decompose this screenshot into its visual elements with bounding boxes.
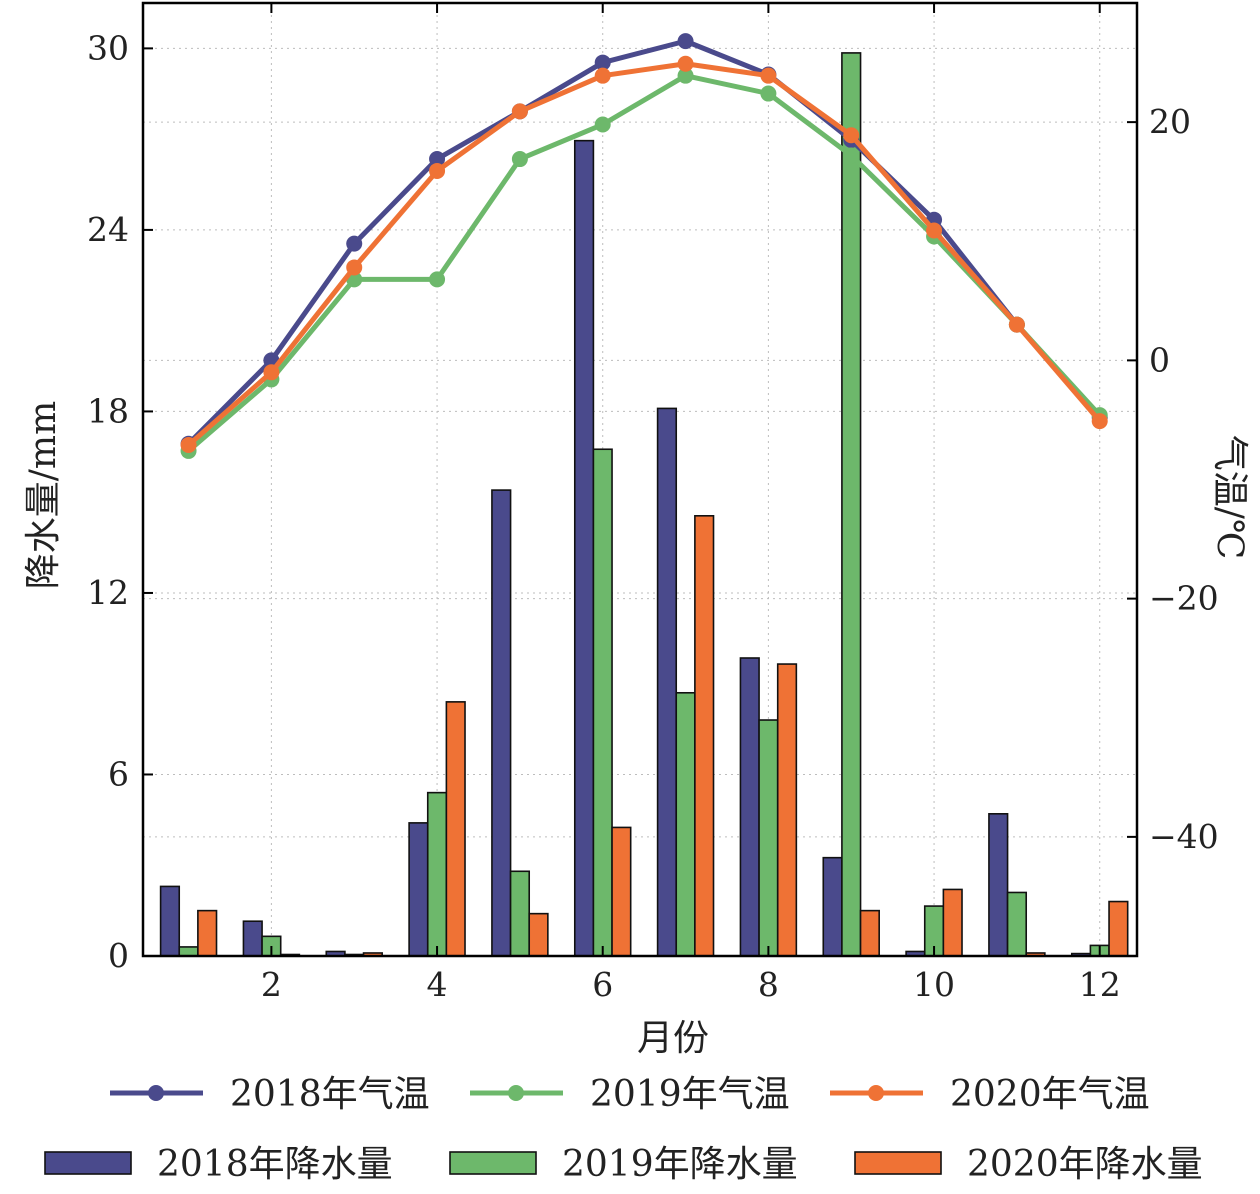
point-2020-m6 — [594, 67, 611, 84]
point-2019-m9 — [843, 147, 860, 164]
bar-2018-m4 — [408, 822, 429, 957]
bar-2020-m5 — [528, 912, 549, 957]
point-2018-m3 — [346, 235, 363, 252]
bar-2020-m9 — [859, 909, 880, 957]
legend-label: 2018年气温 — [230, 1074, 430, 1115]
bar-2018-m1 — [159, 885, 181, 957]
point-2020-m12 — [1091, 413, 1108, 430]
legend-bar-swatch — [854, 1151, 942, 1175]
point-2018-m6 — [594, 54, 611, 71]
point-2020-m2 — [263, 364, 280, 381]
x-tick-label: 4 — [427, 965, 448, 1004]
right-y-tick-label: 20 — [1149, 102, 1191, 141]
legend-label: 2019年气温 — [590, 1074, 790, 1115]
x-tick-label: 8 — [758, 965, 779, 1004]
right-y-tick-label: −20 — [1149, 579, 1219, 618]
legend-label: 2020年气温 — [950, 1074, 1150, 1115]
point-2020-m10 — [926, 222, 943, 239]
left-y-tick-label: 30 — [87, 28, 129, 67]
point-2020-m7 — [677, 55, 694, 72]
legend-label: 2018年降水量 — [157, 1144, 393, 1185]
point-2020-m11 — [1008, 316, 1025, 333]
legend-label: 2019年降水量 — [562, 1144, 798, 1185]
bar-2020-m7 — [694, 515, 715, 957]
bar-2020-m8 — [776, 663, 798, 957]
point-2019-m6 — [594, 116, 611, 133]
bar-2019-m11 — [1006, 891, 1028, 957]
bar-2019-m1 — [178, 946, 199, 957]
x-tick-label: 2 — [261, 965, 282, 1004]
point-2019-m7 — [677, 67, 694, 84]
grid-lines — [143, 3, 1137, 957]
legend: 2018年气温 2019年气温 2020年气温 2018年降水量 2019年降水量 202… — [44, 1074, 1203, 1185]
left-y-tick-label: 0 — [108, 936, 129, 975]
point-2020-m1 — [180, 436, 197, 453]
line-2020 — [186, 61, 1102, 447]
bar-2020-m6 — [611, 826, 632, 957]
left-y-tick-label: 18 — [87, 391, 129, 430]
point-2019-m8 — [760, 85, 777, 102]
bar-2019-m4 — [426, 791, 448, 957]
bar-2018-m2 — [242, 920, 263, 957]
legend-marker — [868, 1085, 884, 1101]
x-tick-label: 12 — [1079, 965, 1121, 1004]
plot-frame — [141, 1, 1139, 958]
bar-2018-m8 — [739, 657, 760, 957]
point-2020-m9 — [843, 127, 860, 144]
bar-2019-m9 — [841, 52, 862, 957]
point-2018-m7 — [677, 33, 694, 50]
x-tick-label: 10 — [913, 965, 955, 1004]
right-y-axis-title: 气温/℃ — [1209, 435, 1250, 559]
point-2019-m5 — [511, 151, 528, 168]
line-2019 — [186, 73, 1102, 453]
legend-label: 2020年降水量 — [967, 1144, 1203, 1185]
temperature-lines — [180, 33, 1108, 459]
legend-marker — [148, 1085, 164, 1101]
bar-2018-m9 — [822, 856, 843, 957]
bar-2019-m8 — [758, 719, 779, 957]
right-y-tick-label: 0 — [1149, 340, 1170, 379]
legend-bar-swatch — [449, 1151, 537, 1175]
bar-2018-m11 — [988, 813, 1009, 957]
left-y-tick-label: 12 — [87, 573, 129, 612]
point-2020-m8 — [760, 67, 777, 84]
point-2018-m4 — [429, 151, 446, 168]
point-2020-m5 — [511, 103, 528, 120]
bar-2019-m5 — [509, 870, 531, 957]
bar-2020-m10 — [942, 888, 963, 957]
bar-2020-m4 — [445, 701, 466, 957]
left-y-tick-label: 6 — [108, 754, 129, 793]
legend-bar-swatch — [44, 1151, 132, 1175]
x-axis-title: 月份 — [637, 1018, 709, 1059]
right-y-tick-label: −40 — [1149, 817, 1219, 856]
bar-2020-m1 — [197, 909, 218, 957]
bar-2019-m6 — [592, 448, 613, 957]
point-2020-m4 — [429, 162, 446, 179]
bar-2018-m6 — [573, 139, 595, 957]
bar-2019-m7 — [675, 691, 696, 957]
bar-2018-m5 — [491, 489, 512, 957]
bar-2018-m7 — [656, 407, 678, 957]
line-2018 — [186, 38, 1102, 446]
point-2020-m3 — [346, 259, 363, 276]
precipitation-bars — [159, 52, 1129, 957]
bar-2020-m12 — [1108, 900, 1129, 957]
left-y-axis-title: 降水量/mm — [23, 401, 64, 589]
legend-marker — [508, 1085, 524, 1101]
left-y-tick-label: 24 — [87, 210, 129, 249]
point-2019-m4 — [429, 271, 446, 288]
x-tick-label: 6 — [592, 965, 613, 1004]
